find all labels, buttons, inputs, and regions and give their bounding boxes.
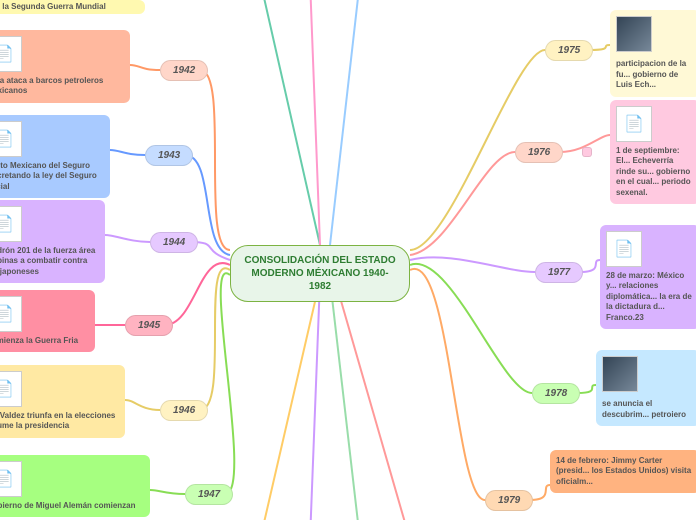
image-placeholder-icon [0, 371, 22, 407]
leaf-node-1975[interactable]: participacion de la fu... gobierno de Lu… [610, 10, 696, 97]
leaf-text: ...nia ataca a barcos petroleros mexican… [0, 76, 124, 97]
year-node-1945[interactable]: 1945 [125, 315, 173, 336]
image-placeholder-icon [0, 121, 22, 157]
year-node-1976[interactable]: 1976 [515, 142, 563, 163]
year-node-1947[interactable]: 1947 [185, 484, 233, 505]
image-placeholder-icon [616, 16, 652, 52]
year-node-1942[interactable]: 1942 [160, 60, 208, 81]
year-node-1977[interactable]: 1977 [535, 262, 583, 283]
mindmap-canvas: CONSOLIDACIÓN DEL ESTADO MODERNO MÉXICAN… [0, 0, 696, 520]
image-placeholder-icon [616, 106, 652, 142]
center-node[interactable]: CONSOLIDACIÓN DEL ESTADO MODERNO MÉXICAN… [230, 245, 410, 302]
center-title: CONSOLIDACIÓN DEL ESTADO MODERNO MÉXICAN… [244, 255, 395, 292]
leaf-text: 28 de marzo: México y... relaciones dipl… [606, 271, 694, 323]
leaf-text: participacion de la fu... gobierno de Lu… [616, 59, 694, 90]
leaf-text: ...n Valdez triunfa en la elecciones ...… [0, 411, 119, 432]
leaf-node-1977[interactable]: 28 de marzo: México y... relaciones dipl… [600, 225, 696, 329]
header-leaf[interactable]: ...de la Segunda Guerra Mundial [0, 0, 145, 14]
leaf-node-1976[interactable]: 1 de septiembre: El... Echeverría rinde … [610, 100, 696, 204]
year-node-1943[interactable]: 1943 [145, 145, 193, 166]
connector-dot [582, 147, 592, 157]
year-node-1975[interactable]: 1975 [545, 40, 593, 61]
year-node-1979[interactable]: 1979 [485, 490, 533, 511]
leaf-node-1942[interactable]: ...nia ataca a barcos petroleros mexican… [0, 30, 130, 103]
leaf-text: Comienza la Guerra Fria [0, 336, 89, 346]
image-placeholder-icon [606, 231, 642, 267]
year-node-1946[interactable]: 1946 [160, 400, 208, 421]
image-placeholder-icon [602, 356, 638, 392]
image-placeholder-icon [0, 36, 22, 72]
year-node-1944[interactable]: 1944 [150, 232, 198, 253]
year-node-1978[interactable]: 1978 [532, 383, 580, 404]
leaf-text: ...obierno de Miguel Alemán comienzan [0, 501, 144, 511]
leaf-node-1978[interactable]: se anuncia el descubrim... petroiero [596, 350, 696, 426]
leaf-text: 1 de septiembre: El... Echeverría rinde … [616, 146, 694, 198]
leaf-node-1943[interactable]: ...tuto Mexicano del Seguro ...ecretando… [0, 115, 110, 198]
leaf-node-1945[interactable]: Comienza la Guerra Fria [0, 290, 95, 352]
leaf-node-1944[interactable]: ...adrón 201 de la fuerza área ...ilpina… [0, 200, 105, 283]
leaf-text: ...adrón 201 de la fuerza área ...ilpina… [0, 246, 99, 277]
image-placeholder-icon [0, 296, 22, 332]
leaf-text: ...tuto Mexicano del Seguro ...ecretando… [0, 161, 104, 192]
leaf-text: se anuncia el descubrim... petroiero [602, 399, 694, 420]
image-placeholder-icon [0, 461, 22, 497]
leaf-text: 14 de febrero: Jimmy Carter (presid... l… [556, 456, 694, 487]
leaf-node-1979[interactable]: 14 de febrero: Jimmy Carter (presid... l… [550, 450, 696, 493]
leaf-node-1947[interactable]: ...obierno de Miguel Alemán comienzan [0, 455, 150, 517]
leaf-node-1946[interactable]: ...n Valdez triunfa en la elecciones ...… [0, 365, 125, 438]
image-placeholder-icon [0, 206, 22, 242]
